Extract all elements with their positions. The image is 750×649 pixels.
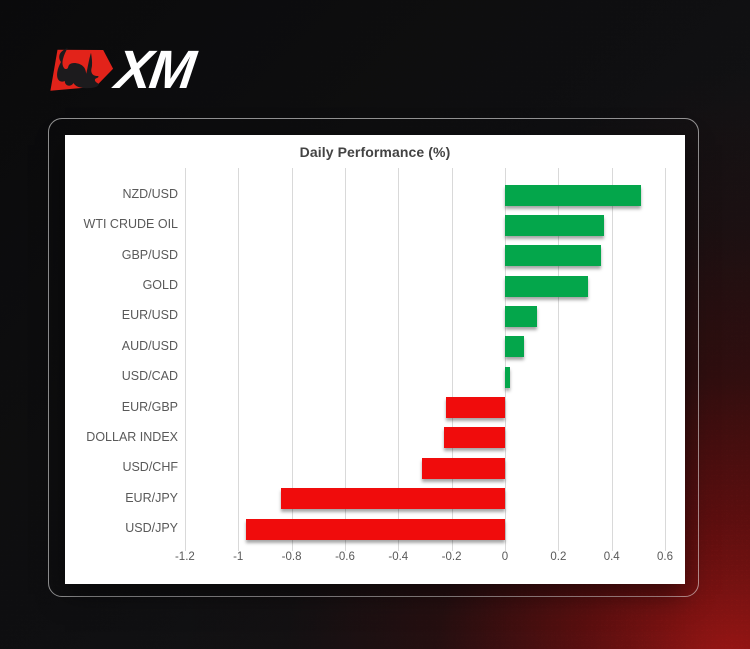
svg-text:XM: XM (109, 40, 201, 100)
